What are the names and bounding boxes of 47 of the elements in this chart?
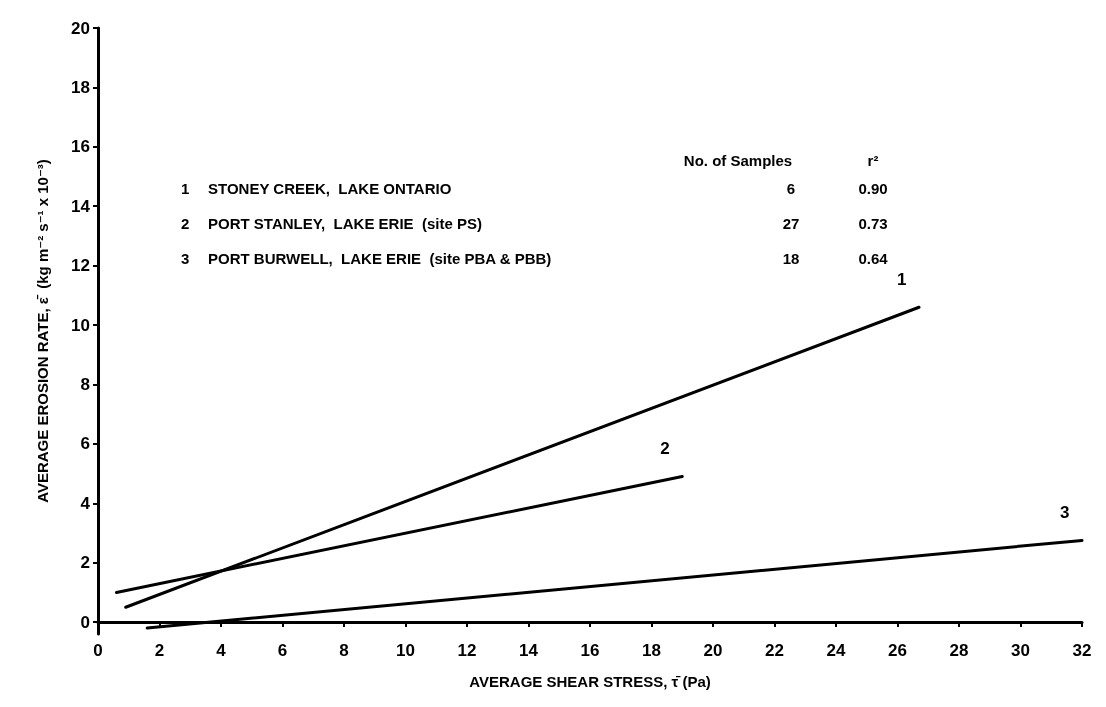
x-tick-label: 16 [580,641,600,660]
y-tick-label: 4 [80,493,91,513]
x-tick-label: 32 [1072,641,1092,660]
x-tick-label: 0 [93,641,103,660]
y-tick-label: 14 [71,196,91,216]
x-tick-label: 26 [888,641,907,660]
annotation: 6 [786,179,796,197]
y-axis-title: AVERAGE EROSION RATE, ε̄ (kg m⁻² s⁻¹ x 10⁻³) [34,159,51,503]
y-tick-label: 8 [80,374,90,394]
x-tick-label: 24 [826,641,846,660]
y-tick-label: 10 [71,315,90,335]
annotation: 0.64 [858,249,889,267]
y-tick-label: 20 [71,18,90,38]
x-tick-label: 4 [216,641,227,660]
x-tick-label: 28 [949,641,969,660]
annotation: PORT STANLEY, LAKE ERIE (site PS) [208,214,482,232]
x-tick-label: 18 [642,641,661,660]
x-tick-label: 14 [519,641,539,660]
x-tick-label: 8 [339,641,349,660]
x-tick-label: 2 [154,641,165,660]
annotation: 18 [782,249,800,267]
annotation: 0.90 [858,179,888,197]
annotation: STONEY CREEK, LAKE ONTARIO [208,179,452,197]
annotation: 0.73 [858,214,888,232]
y-tick-label: 16 [71,137,90,157]
annotation: 3 [181,249,190,267]
x-tick-label: 6 [277,641,288,660]
annotation: 27 [782,214,800,232]
x-tick-label: 12 [457,641,477,660]
y-tick-label: 18 [71,77,90,97]
annotation: PORT BURWELL, LAKE ERIE (site PBA & PBB) [208,249,552,267]
annotation: No. of Samples [683,151,793,169]
y-tick-label: 6 [80,434,90,454]
x-axis-title: AVERAGE SHEAR STRESS, τ̄ (Pa) [469,673,711,690]
x-tick-label: 30 [1011,641,1030,660]
series-label: 2 [660,439,670,459]
x-tick-label: 22 [765,641,784,660]
annotation: 1 [181,179,190,197]
y-tick-label: 2 [80,553,90,573]
series-label: 1 [897,269,907,289]
series-label: 3 [1060,502,1070,522]
y-tick-label: 0 [80,612,90,632]
annotation: 2 [181,214,190,232]
annotation: r² [867,151,879,169]
y-tick-label: 12 [71,256,90,276]
x-tick-label: 20 [703,641,723,660]
x-tick-label: 10 [396,641,415,660]
